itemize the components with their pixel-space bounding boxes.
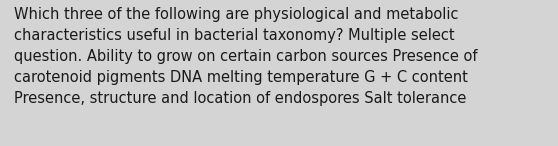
Text: Which three of the following are physiological and metabolic
characteristics use: Which three of the following are physiol… [14,7,478,106]
